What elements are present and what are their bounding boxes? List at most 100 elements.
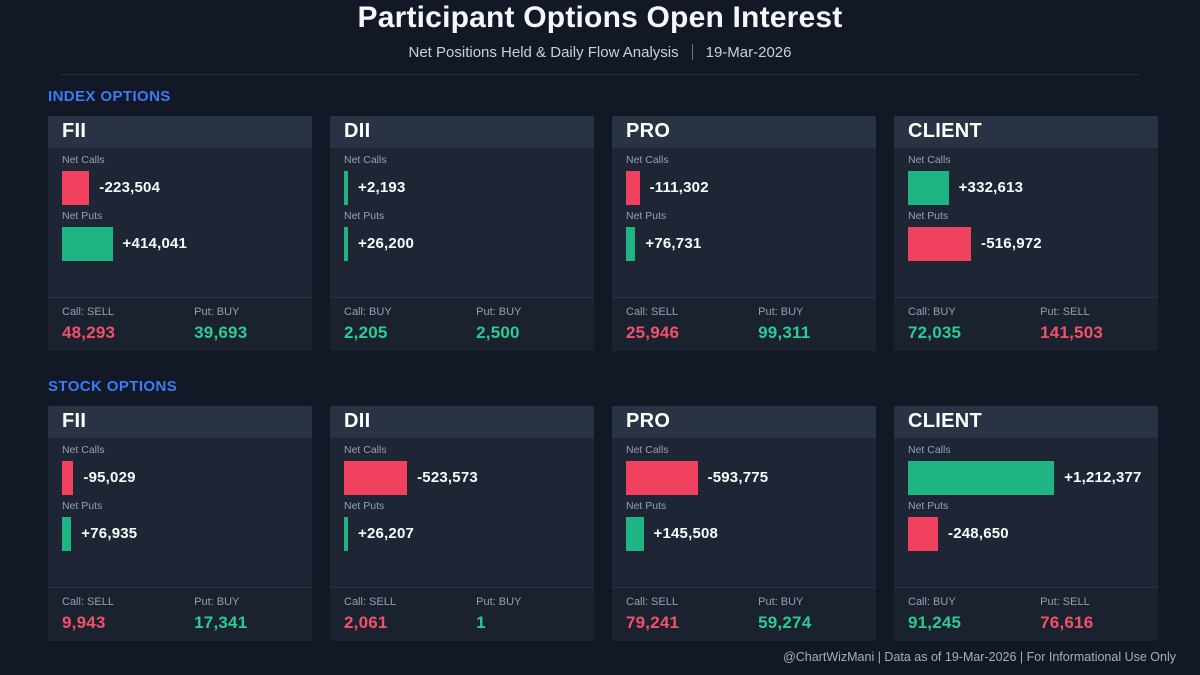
card-body: Net Calls -523,573 Net Puts +26,207 bbox=[330, 438, 594, 587]
net-puts-value: +414,041 bbox=[122, 235, 188, 252]
net-puts-value: +26,207 bbox=[358, 525, 415, 542]
call-flow-label: Call: SELL bbox=[62, 305, 114, 318]
put-flow: Put: BUY 59,274 bbox=[758, 596, 862, 641]
call-flow-value: 79,241 bbox=[626, 612, 680, 632]
net-puts-value: +26,200 bbox=[358, 235, 415, 252]
put-flow: Put: SELL 141,503 bbox=[1040, 306, 1144, 351]
put-flow: Put: BUY 99,311 bbox=[758, 306, 862, 351]
put-flow-value: 2,500 bbox=[476, 322, 520, 342]
net-calls-row: -523,573 bbox=[344, 460, 580, 495]
net-puts-label: Net Puts bbox=[908, 499, 949, 512]
net-puts-row: +26,200 bbox=[344, 226, 580, 261]
net-puts-bar bbox=[626, 226, 636, 261]
participant-title: CLIENT bbox=[894, 115, 1158, 148]
put-flow-label: Put: SELL bbox=[1040, 595, 1090, 608]
put-flow: Put: BUY 39,693 bbox=[194, 306, 298, 351]
participant-title: FII bbox=[48, 115, 312, 148]
card-footer: Call: SELL 48,293 Put: BUY 39,693 bbox=[48, 296, 312, 351]
net-puts-row: -516,972 bbox=[908, 226, 1144, 261]
net-calls-label: Net Calls bbox=[62, 153, 105, 166]
call-flow-label: Call: SELL bbox=[344, 595, 396, 608]
call-flow-value: 91,245 bbox=[908, 612, 962, 632]
net-calls-row: +332,613 bbox=[908, 170, 1144, 205]
card-index-fii: FII Net Calls -223,504 Net Puts +414,041… bbox=[48, 115, 312, 351]
call-flow: Call: SELL 79,241 bbox=[626, 596, 758, 641]
net-puts-row: +414,041 bbox=[62, 226, 298, 261]
net-calls-value: -593,775 bbox=[707, 469, 769, 486]
index-options-cards: FII Net Calls -223,504 Net Puts +414,041… bbox=[48, 115, 1158, 351]
net-calls-row: -111,302 bbox=[626, 170, 862, 205]
call-flow-value: 2,061 bbox=[344, 612, 388, 632]
put-flow: Put: BUY 17,341 bbox=[194, 596, 298, 641]
call-flow-label: Call: SELL bbox=[626, 595, 678, 608]
page-title: Participant Options Open Interest bbox=[357, 1, 843, 34]
put-flow-label: Put: BUY bbox=[476, 595, 522, 608]
net-calls-value: -223,504 bbox=[99, 179, 161, 196]
net-puts-value: +76,935 bbox=[81, 525, 138, 542]
card-body: Net Calls +332,613 Net Puts -516,972 bbox=[894, 148, 1158, 297]
net-puts-bar bbox=[908, 516, 938, 551]
net-puts-label: Net Puts bbox=[626, 499, 667, 512]
page-header: Participant Options Open Interest Net Po… bbox=[0, 0, 1200, 75]
net-puts-value: +76,731 bbox=[645, 235, 702, 252]
call-flow-label: Call: BUY bbox=[908, 305, 956, 318]
participant-title: DII bbox=[330, 115, 594, 148]
section-label-stock-options: STOCK OPTIONS bbox=[48, 377, 178, 395]
net-puts-row: +26,207 bbox=[344, 516, 580, 551]
participant-title: FII bbox=[48, 405, 312, 438]
card-stock-pro: PRO Net Calls -593,775 Net Puts +145,508… bbox=[612, 405, 876, 641]
put-flow-label: Put: BUY bbox=[758, 305, 804, 318]
card-body: Net Calls +2,193 Net Puts +26,200 bbox=[330, 148, 594, 297]
net-puts-row: +76,935 bbox=[62, 516, 298, 551]
net-puts-row: +76,731 bbox=[626, 226, 862, 261]
participant-title: PRO bbox=[612, 405, 876, 438]
call-flow: Call: BUY 91,245 bbox=[908, 596, 1040, 641]
net-puts-bar bbox=[344, 226, 348, 261]
net-calls-bar bbox=[344, 170, 348, 205]
put-flow-value: 76,616 bbox=[1040, 612, 1094, 632]
put-flow: Put: SELL 76,616 bbox=[1040, 596, 1144, 641]
stock-options-cards: FII Net Calls -95,029 Net Puts +76,935 C… bbox=[48, 405, 1158, 641]
card-stock-client: CLIENT Net Calls +1,212,377 Net Puts -24… bbox=[894, 405, 1158, 641]
call-flow: Call: SELL 25,946 bbox=[626, 306, 758, 351]
put-flow: Put: BUY 1 bbox=[476, 596, 580, 641]
net-calls-value: -111,302 bbox=[649, 179, 709, 196]
net-calls-row: +1,212,377 bbox=[908, 460, 1144, 495]
card-index-dii: DII Net Calls +2,193 Net Puts +26,200 Ca… bbox=[330, 115, 594, 351]
net-puts-label: Net Puts bbox=[62, 499, 103, 512]
participant-title: CLIENT bbox=[894, 405, 1158, 438]
call-flow-value: 2,205 bbox=[344, 322, 388, 342]
card-footer: Call: BUY 72,035 Put: SELL 141,503 bbox=[894, 296, 1158, 351]
net-puts-row: -248,650 bbox=[908, 516, 1144, 551]
put-flow-value: 1 bbox=[476, 612, 486, 632]
card-body: Net Calls -223,504 Net Puts +414,041 bbox=[48, 148, 312, 297]
net-calls-label: Net Calls bbox=[344, 443, 387, 456]
call-flow: Call: BUY 72,035 bbox=[908, 306, 1040, 351]
put-flow-value: 99,311 bbox=[758, 322, 811, 342]
net-puts-row: +145,508 bbox=[626, 516, 862, 551]
net-puts-label: Net Puts bbox=[344, 209, 385, 222]
subtitle-analysis-label: Net Positions Held & Daily Flow Analysis bbox=[408, 43, 679, 61]
net-calls-bar bbox=[908, 170, 949, 205]
put-flow-value: 17,341 bbox=[194, 612, 248, 632]
net-puts-label: Net Puts bbox=[626, 209, 667, 222]
net-calls-row: -223,504 bbox=[62, 170, 298, 205]
card-stock-dii: DII Net Calls -523,573 Net Puts +26,207 … bbox=[330, 405, 594, 641]
card-stock-fii: FII Net Calls -95,029 Net Puts +76,935 C… bbox=[48, 405, 312, 641]
net-calls-bar bbox=[62, 170, 90, 205]
card-body: Net Calls -95,029 Net Puts +76,935 bbox=[48, 438, 312, 587]
net-puts-value: +145,508 bbox=[653, 525, 719, 542]
net-puts-value: -248,650 bbox=[948, 525, 1009, 542]
put-flow: Put: BUY 2,500 bbox=[476, 306, 580, 351]
call-flow-value: 25,946 bbox=[626, 322, 680, 342]
net-calls-bar bbox=[908, 460, 1055, 495]
net-puts-bar bbox=[626, 516, 644, 551]
call-flow-label: Call: BUY bbox=[908, 595, 956, 608]
subtitle-date: 19-Mar-2026 bbox=[705, 43, 792, 61]
put-flow-value: 59,274 bbox=[758, 612, 812, 632]
card-body: Net Calls -111,302 Net Puts +76,731 bbox=[612, 148, 876, 297]
call-flow-value: 9,943 bbox=[62, 612, 106, 632]
net-puts-value: -516,972 bbox=[981, 235, 1042, 252]
net-calls-value: +332,613 bbox=[958, 179, 1024, 196]
card-body: Net Calls -593,775 Net Puts +145,508 bbox=[612, 438, 876, 587]
